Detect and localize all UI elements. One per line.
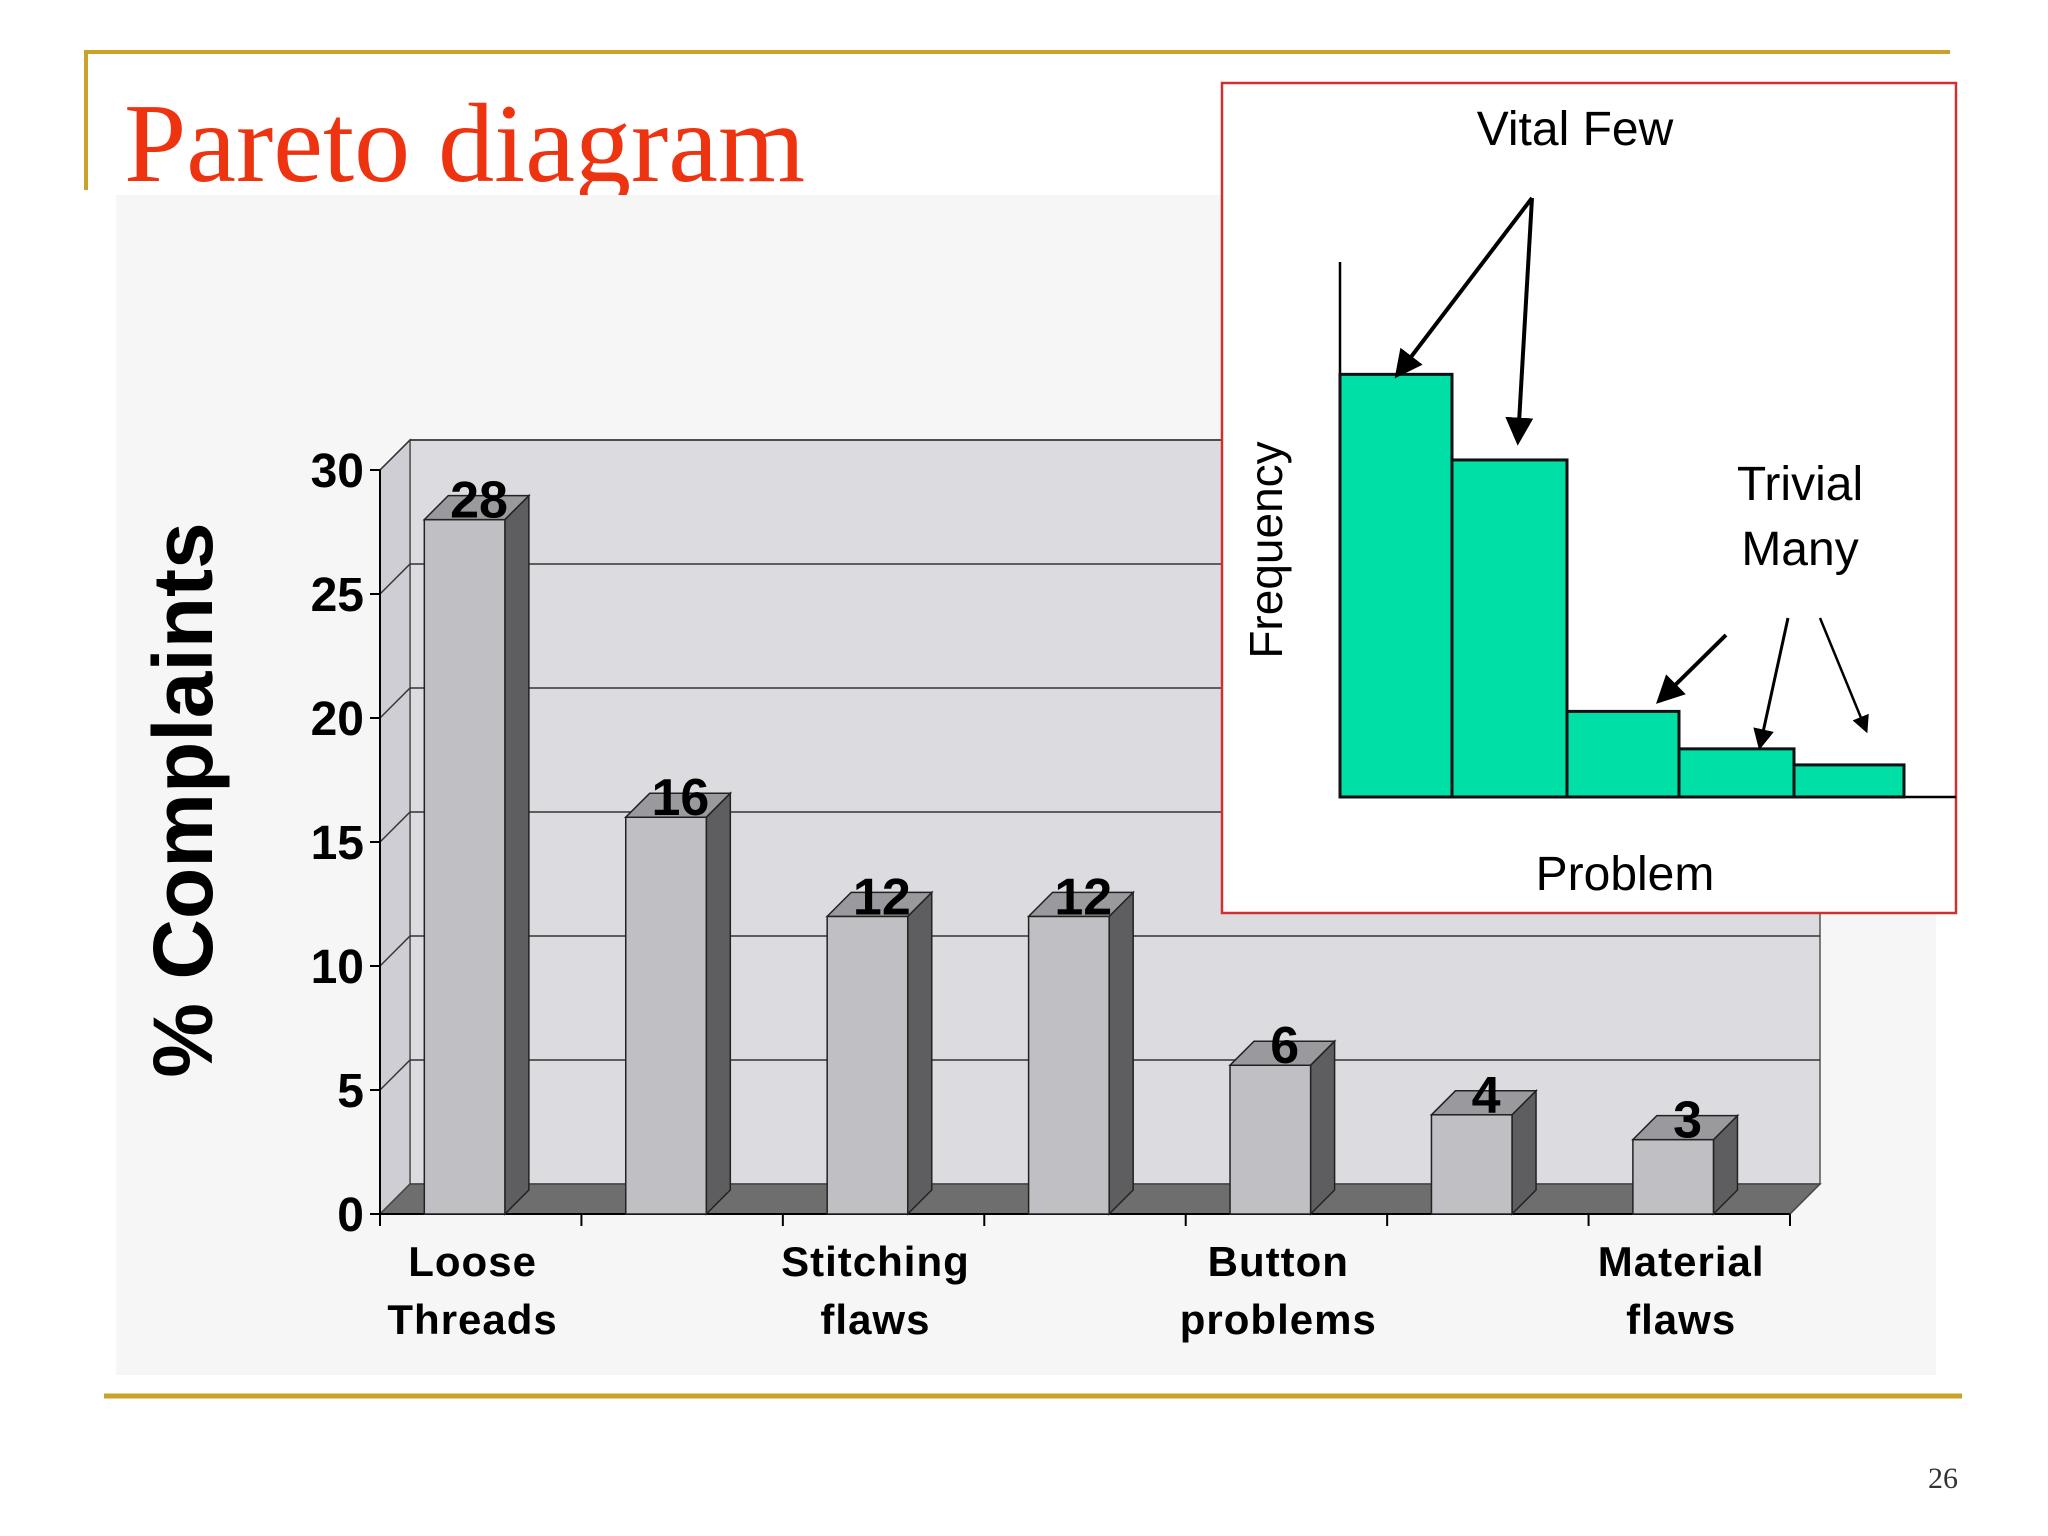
bar-top (825, 891, 934, 918)
bar-front (1229, 1064, 1312, 1215)
bar-6 (1429, 1088, 1538, 1216)
bar-front (423, 518, 506, 1215)
inset-annotation-trivial: Trivial (1737, 458, 1863, 511)
y-tick-label: 20 (311, 693, 364, 746)
inset-bar-1 (1338, 372, 1454, 799)
data-label: 12 (1054, 868, 1112, 926)
y-tick-label: 15 (311, 817, 364, 870)
data-label: 16 (652, 769, 710, 827)
y-tick-label: 30 (311, 445, 364, 498)
gridline-side (379, 935, 411, 967)
gridline-side (379, 1059, 411, 1091)
inset-arrow (1394, 196, 1534, 379)
bar-1 (422, 493, 531, 1216)
data-label: 3 (1673, 1092, 1702, 1150)
y-tick-label: 10 (311, 941, 364, 994)
bar-3 (825, 890, 934, 1216)
x-category-label: Stitching (781, 1238, 970, 1285)
data-label: 12 (853, 868, 911, 926)
inset-arrow (1753, 617, 1790, 751)
inset-bar-3 (1565, 709, 1681, 799)
inset-x-label: Problem (1536, 848, 1715, 901)
bar-top (1228, 1040, 1337, 1066)
bar-front (826, 915, 909, 1215)
bar-front (624, 816, 708, 1215)
bar-front (1027, 915, 1110, 1215)
bar-2 (623, 791, 733, 1216)
gridline-side (379, 687, 411, 719)
x-category-label: Threads (387, 1296, 557, 1343)
bar-top (1429, 1090, 1538, 1116)
data-label: 28 (450, 472, 508, 530)
data-label: 6 (1270, 1017, 1299, 1075)
bar-5 (1228, 1039, 1337, 1216)
x-category-label: Loose (408, 1238, 537, 1285)
inset-y-label: Frequency (1240, 441, 1292, 658)
bar-top (623, 792, 733, 818)
inset-annotation-vital: Vital Few (1477, 103, 1674, 156)
slide-title: Pareto diagram (124, 82, 806, 206)
bar-top (1026, 891, 1135, 918)
y-axis-label: % Complaints (136, 522, 230, 1077)
y-tick-label: 25 (311, 569, 364, 622)
bar-4 (1026, 890, 1135, 1216)
x-category-label: flaws (1626, 1296, 1736, 1343)
bar-top (422, 494, 531, 521)
inset-arrow (1505, 197, 1534, 446)
inset-bar-4 (1677, 747, 1796, 799)
gridline-side (379, 811, 411, 843)
gridline-side (379, 563, 411, 595)
data-label: 4 (1472, 1067, 1501, 1125)
inset-arrow (1656, 633, 1728, 704)
page-number: 26 (1928, 1462, 1958, 1495)
x-category-label: Button (1208, 1238, 1349, 1285)
bar-front (1632, 1138, 1715, 1215)
y-tick-label: 5 (337, 1065, 364, 1118)
inset-arrow (1818, 617, 1869, 734)
bar-top (1631, 1114, 1740, 1141)
bar-7 (1631, 1113, 1740, 1216)
inset-bar-2 (1450, 458, 1569, 799)
y-tick-label: 0 (337, 1189, 364, 1242)
inset-bar-5 (1792, 763, 1906, 799)
gridline-side (379, 439, 411, 471)
x-category-label: Material (1598, 1238, 1765, 1285)
x-category-label: problems (1180, 1296, 1377, 1343)
x-category-label: flaws (820, 1296, 930, 1343)
inset-annotation-trivial: Many (1741, 523, 1858, 576)
